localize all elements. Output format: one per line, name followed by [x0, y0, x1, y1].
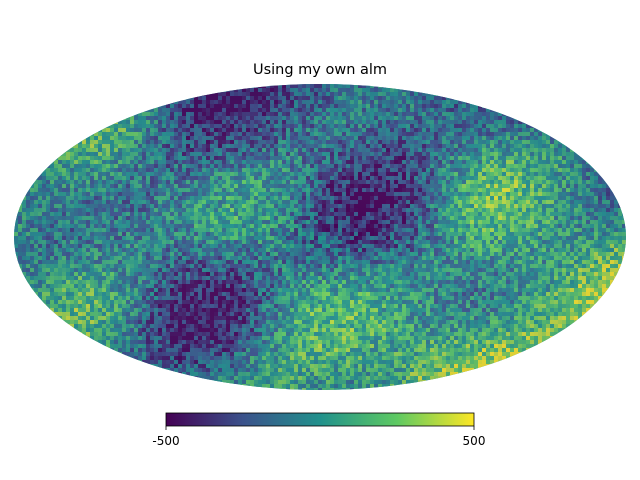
map-pixel [618, 200, 622, 204]
map-pixel [622, 208, 626, 212]
map-pixel [614, 192, 618, 196]
mollweide-map [14, 84, 626, 390]
map-pixel [18, 200, 22, 204]
map-pixel [22, 192, 26, 196]
chart-title: Using my own alm [253, 62, 387, 78]
map-pixel [14, 208, 18, 212]
